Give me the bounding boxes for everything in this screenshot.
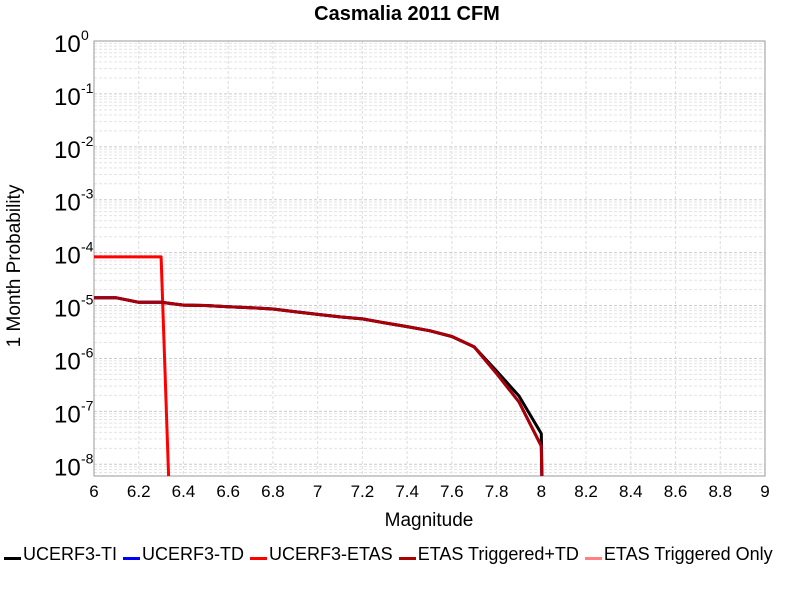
y-tick-label: 10 (54, 84, 81, 111)
legend-swatch (123, 557, 140, 560)
legend-label: UCERF3-TD (142, 544, 244, 564)
y-tick-label: 10 (54, 190, 81, 217)
legend-item: ETAS Triggered+TD (398, 540, 579, 569)
y-tick-label: 10 (54, 296, 81, 323)
series-line (94, 296, 544, 476)
plot-area (93, 40, 766, 477)
legend-label: UCERF3-ETAS (269, 544, 393, 564)
y-tick-exponent: -2 (81, 133, 94, 149)
x-tick-labels: 6 6.2 6.4 6.6 6.8 7 7.2 7.4 7.6 7.8 8 8.2 8.4 8.6 8.8 9 (89, 482, 769, 501)
y-tick-exponent: -3 (81, 186, 94, 202)
chart: Casmalia 2011 CFM 6 6.2 6.4 6.6 6.8 7 7.2 7.4 7.… (4, 3, 770, 531)
legend-label: UCERF3-TI (23, 544, 117, 564)
x-tick-label: 7.6 (440, 482, 464, 501)
legend-label: ETAS Triggered Only (603, 544, 773, 564)
y-tick-exponent: -4 (81, 239, 94, 255)
grid (93, 41, 766, 477)
x-tick-label: 9 (760, 482, 769, 501)
y-tick-label: 10 (54, 31, 81, 58)
y-tick-exponent: -7 (81, 397, 94, 413)
legend-label: ETAS Triggered+TD (417, 544, 579, 564)
legend-item: ETAS Triggered Only (584, 540, 773, 569)
x-tick-label: 8.2 (574, 482, 598, 501)
y-tick-label: 10 (54, 243, 81, 270)
y-tick-label: 10 (54, 137, 81, 164)
x-tick-label: 8.6 (664, 482, 688, 501)
y-tick-exponent: -6 (81, 344, 94, 360)
x-tick-label: 6.2 (127, 482, 151, 501)
y-tick-label: 10 (54, 401, 81, 428)
y-tick-exponent: -8 (81, 450, 94, 466)
series-line (94, 255, 171, 476)
y-tick-label: 10 (54, 348, 81, 375)
x-tick-label: 6 (89, 482, 98, 501)
legend-item: UCERF3-ETAS (250, 540, 393, 569)
x-tick-label: 8 (537, 482, 546, 501)
x-tick-label: 6.4 (172, 482, 196, 501)
x-tick-label: 6.6 (216, 482, 240, 501)
y-tick-exponent: 0 (81, 27, 89, 43)
legend: UCERF3-TI UCERF3-TD UCERF3-ETAS ETAS Trigge… (4, 536, 794, 569)
legend-item: UCERF3-TI (4, 540, 117, 569)
legend-swatch (250, 557, 267, 560)
y-tick-label: 10 (54, 454, 81, 481)
legend-swatch (4, 557, 21, 560)
chart-title: Casmalia 2011 CFM (314, 3, 500, 25)
x-tick-label: 8.8 (708, 482, 732, 501)
series-group (94, 255, 544, 476)
y-tick-exponent: -5 (81, 292, 94, 308)
x-axis-label: Magnitude (385, 510, 474, 531)
x-tick-label: 8.4 (619, 482, 643, 501)
x-tick-label: 7.4 (395, 482, 419, 501)
legend-swatch (584, 557, 602, 560)
x-tick-label: 7 (313, 482, 322, 501)
x-tick-label: 7.2 (351, 482, 375, 501)
y-tick-exponent: -1 (81, 80, 94, 96)
legend-item: UCERF3-TD (123, 540, 244, 569)
x-tick-label: 7.8 (485, 482, 509, 501)
x-tick-label: 6.8 (261, 482, 285, 501)
legend-swatch (398, 557, 416, 560)
y-axis-label: 1 Month Probability (4, 184, 25, 347)
